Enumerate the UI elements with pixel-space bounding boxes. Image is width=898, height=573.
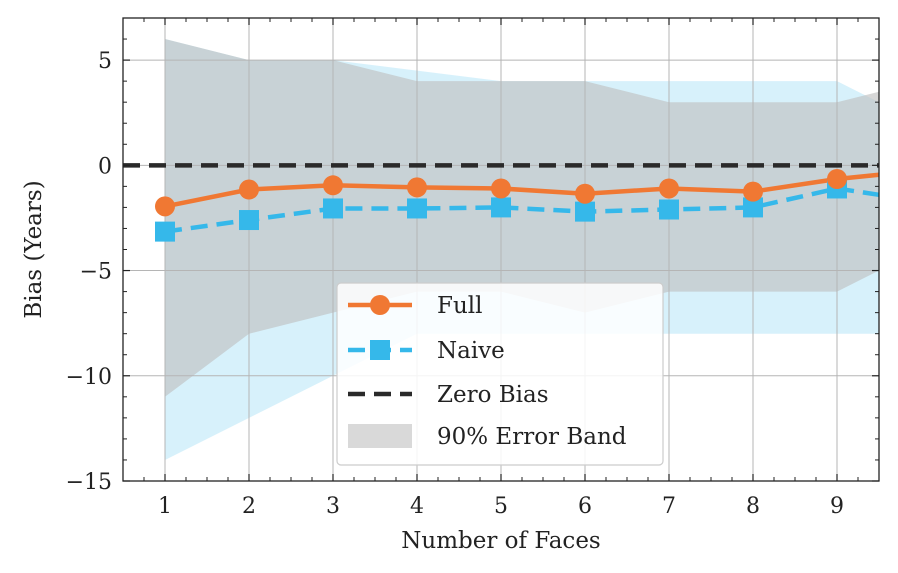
x-tick-label: 6 [578,494,592,519]
legend-label: Zero Bias [437,382,549,408]
y-tick-label: 5 [98,49,112,74]
x-tick-label: 3 [326,494,340,519]
y-tick-label: −10 [66,365,112,390]
full-marker [659,178,679,199]
y-tick-label: −5 [80,260,112,285]
legend-label: Full [437,293,482,319]
naive-marker [155,221,175,242]
naive-marker [323,198,343,219]
naive-marker [743,197,763,218]
full-line [164,172,880,209]
full-marker [323,175,343,196]
axis-ticks: 1 2 3 4 5 6 7 8 9 5 0 −5 −10 −15 [66,17,880,519]
x-tick-label: 8 [746,494,760,519]
naive-marker [239,210,259,231]
y-tick-label: 0 [98,154,112,179]
x-tick-label: 4 [410,494,424,519]
full-marker [407,177,427,198]
naive-marker [575,201,595,222]
x-tick-label: 7 [662,494,676,519]
legend-box [336,282,664,466]
full-marker [155,196,175,217]
full-marker [239,179,259,200]
naive-marker [407,198,427,219]
legend-label: 90% Error Band [437,424,627,450]
legend-band-patch [348,424,412,448]
legend: Full Naive Zero Bias 90% Error Band [336,282,664,466]
x-tick-label: 1 [158,494,172,519]
naive-line [164,186,880,234]
full-marker [743,181,763,202]
x-tick-label: 5 [494,494,508,519]
full-marker [491,178,511,199]
legend-full-marker [370,295,390,315]
legend-naive-marker [370,340,390,360]
x-axis-label: Number of Faces [401,528,600,554]
x-tick-label: 2 [242,494,256,519]
legend-label: Naive [437,338,505,364]
naive-marker [659,199,679,220]
legend-entries: Full Naive Zero Bias 90% Error Band [348,293,627,450]
full-marker [575,183,595,204]
series-markers [155,168,847,242]
x-tick-label: 9 [830,494,844,519]
y-tick-label: −15 [66,470,112,495]
naive-marker [491,197,511,218]
full-marker [827,168,847,189]
y-axis-label: Bias (Years) [21,180,47,318]
series-lines [123,163,880,234]
